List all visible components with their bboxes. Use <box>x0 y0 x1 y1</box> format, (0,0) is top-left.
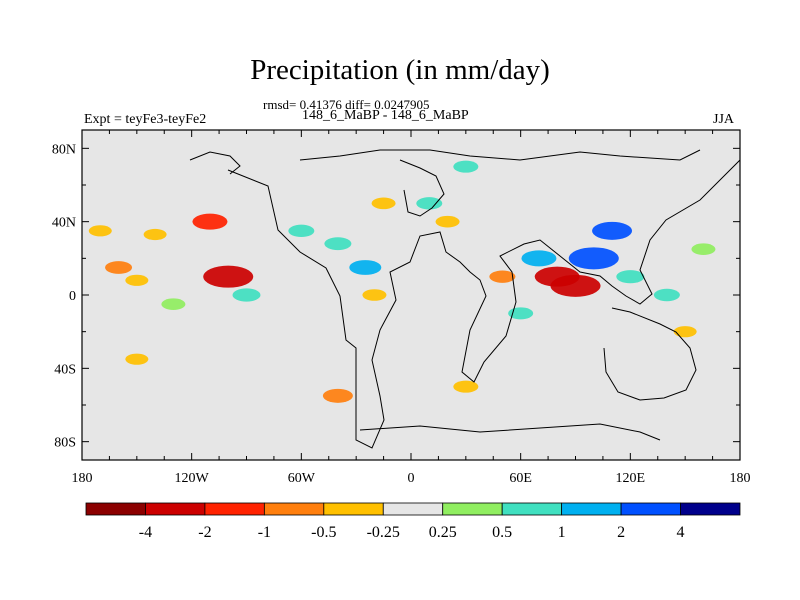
x-tick-label-6: 180 <box>730 471 751 486</box>
y-tick-label-2: 0 <box>69 289 76 304</box>
colorbar-label-1: -2 <box>198 524 211 541</box>
colorbar: -4 -2 -1 -0.5 -0.25 0.25 0.5 1 2 4 <box>85 502 741 541</box>
colorbar-label-2: -1 <box>258 524 271 541</box>
colorbar-box-3 <box>263 502 325 516</box>
anomaly-region-3 <box>143 228 167 241</box>
anomaly-region-12 <box>362 289 387 301</box>
anomaly-region-4 <box>161 298 186 310</box>
anomaly-region-22 <box>592 221 633 240</box>
experiment-label: 148_6_MaBP - 148_6_MaBP <box>302 108 469 123</box>
anomaly-region-26 <box>691 243 716 255</box>
colorbar-box-0 <box>85 502 146 516</box>
season-label: JJA <box>713 112 735 127</box>
anomaly-region-25 <box>673 326 697 338</box>
x-tick-label-4: 60E <box>509 471 532 486</box>
anomaly-region-13 <box>371 197 396 210</box>
anomaly-region-21 <box>568 247 619 270</box>
anomaly-region-17 <box>489 270 516 283</box>
colorbar-label-4: -0.25 <box>367 524 400 541</box>
x-axis: 180 120W 60W 0 60E 120E 180 <box>72 130 751 486</box>
x-tick-label-0: 180 <box>72 471 93 486</box>
anomaly-region-1 <box>105 261 133 274</box>
anomaly-region-5 <box>125 353 149 365</box>
anomaly-region-2 <box>125 274 149 286</box>
colorbar-box-2 <box>204 502 265 516</box>
anomaly-region-27 <box>508 307 534 320</box>
anomaly-region-24 <box>653 288 680 302</box>
anomaly-region-15 <box>435 215 460 228</box>
colorbar-box-1 <box>145 502 206 516</box>
colorbar-box-10 <box>680 502 741 516</box>
anomaly-region-8 <box>232 288 261 302</box>
x-tick-label-3: 0 <box>408 471 415 486</box>
anomaly-regions <box>88 160 716 403</box>
anomaly-region-14 <box>416 197 443 210</box>
colorbar-label-7: 1 <box>558 524 566 541</box>
anomaly-region-10 <box>324 237 352 251</box>
colorbar-label-8: 2 <box>617 524 625 541</box>
colorbar-label-0: -4 <box>139 524 152 541</box>
anomaly-region-28 <box>453 380 479 393</box>
anomaly-region-6 <box>192 213 228 230</box>
anomaly-region-23 <box>616 270 645 284</box>
anomaly-region-20 <box>550 274 601 297</box>
colorbar-label-3: -0.5 <box>311 524 336 541</box>
y-tick-label-1: 40N <box>52 216 76 231</box>
map-background <box>82 130 740 460</box>
anomaly-region-11 <box>349 260 382 275</box>
x-tick-label-5: 120E <box>616 471 646 486</box>
y-tick-label-4: 80S <box>54 436 76 451</box>
colorbar-box-6 <box>442 502 503 516</box>
anomaly-region-18 <box>521 250 557 267</box>
stats-line: rmsd= 0.41376 diff= 0.0247905 <box>263 97 430 112</box>
coastlines <box>189 149 740 449</box>
x-tick-label-1: 120W <box>175 471 210 486</box>
x-tick-label-2: 60W <box>288 471 316 486</box>
colorbar-box-8 <box>561 502 622 516</box>
left-string: Expt = teyFe3-teyFe2 <box>84 112 207 127</box>
colorbar-label-5: 0.25 <box>429 524 457 541</box>
colorbar-box-4 <box>323 502 384 516</box>
colorbar-box-5 <box>382 502 444 516</box>
colorbar-label-6: 0.5 <box>492 524 512 541</box>
anomaly-region-7 <box>203 265 254 288</box>
anomaly-region-16 <box>453 160 479 173</box>
y-tick-label-3: 40S <box>54 362 76 377</box>
anomaly-region-0 <box>88 225 112 237</box>
colorbar-box-7 <box>501 502 563 516</box>
anomaly-region-29 <box>322 388 353 403</box>
y-tick-label-0: 80N <box>52 142 76 157</box>
colorbar-label-9: 4 <box>677 524 685 541</box>
colorbar-box-9 <box>620 502 681 516</box>
y-axis: 80N 40N 0 40S 80S <box>52 142 740 451</box>
anomaly-region-9 <box>288 224 315 238</box>
chart-title: Precipitation (in mm/day) <box>250 54 550 86</box>
